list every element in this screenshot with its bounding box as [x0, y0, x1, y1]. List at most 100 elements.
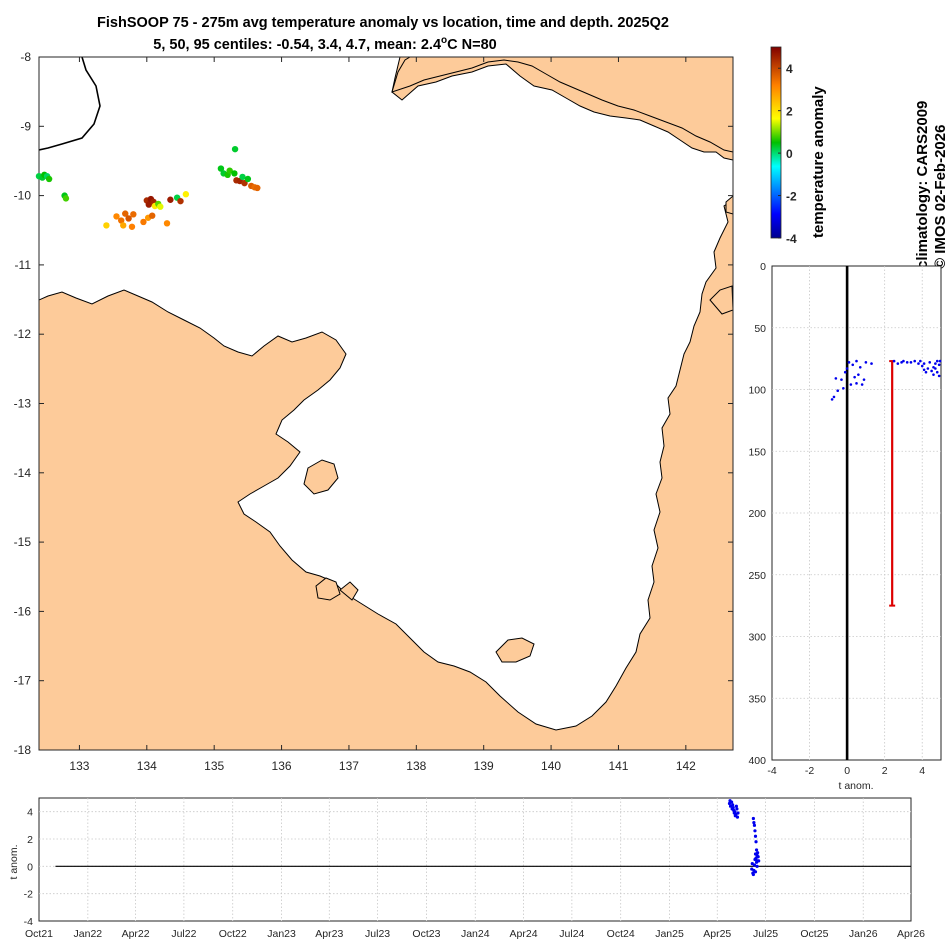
profile-grid	[772, 266, 941, 760]
depth-profile-panel: 0 50 100 150 200 250 300 350 400-4 -2 0 2 4 t anom.	[748, 261, 942, 792]
timeseries-x-tick-label: Jan26	[849, 928, 878, 940]
map-x-tick-label: 138	[406, 759, 426, 773]
map-x-tick-label: 136	[272, 759, 292, 773]
profile-point	[843, 370, 847, 374]
profile-point	[853, 375, 856, 379]
map-y-tick-label: -10	[14, 189, 32, 203]
timeseries-x-tick-label: Apr24	[510, 928, 538, 940]
figure-subtitle: 5, 50, 95 centiles: -0.54, 3.4, 4.7, mea…	[153, 35, 496, 53]
map-point	[122, 210, 129, 217]
profile-point	[928, 361, 932, 364]
profile-point	[870, 362, 873, 365]
map-y-tick-label: -17	[14, 674, 32, 688]
profile-y-tick-label: 400	[748, 755, 766, 767]
timeseries-x-tick-label: Apr23	[315, 928, 343, 940]
timeseries-x-tick-label: Jan25	[655, 928, 684, 940]
map-point	[231, 170, 238, 177]
profile-point	[900, 361, 903, 364]
profile-point	[851, 363, 855, 367]
profile-x-tick-label: -4	[767, 765, 776, 777]
colorbar-label: temperature anomaly	[810, 86, 827, 238]
profile-point	[932, 365, 935, 369]
map-point	[113, 213, 120, 220]
timeseries-data-points	[727, 799, 761, 877]
profile-point	[855, 359, 858, 363]
timeseries-point	[730, 800, 734, 804]
map-y-tick-label: -12	[14, 327, 32, 341]
profile-point	[934, 362, 937, 365]
timeseries-point	[754, 848, 759, 852]
map-point	[125, 215, 132, 222]
profile-point	[932, 373, 935, 376]
timeseries-point	[755, 864, 759, 868]
subtitle-degree: o	[441, 35, 447, 46]
timeseries-point	[751, 872, 755, 877]
map-point	[167, 196, 174, 203]
colorbar-tick-label: 0	[786, 147, 793, 161]
timeseries-point	[757, 859, 761, 863]
map-y-tick-label: -9	[20, 119, 31, 133]
timeseries-point	[756, 851, 760, 855]
timeseries-point	[753, 829, 757, 833]
colorbar-tick-label: -4	[786, 232, 797, 246]
map-data-points	[35, 145, 261, 230]
profile-x-tick-label: 2	[882, 765, 888, 777]
profile-point	[938, 359, 942, 363]
map-x-tick-label: 137	[339, 759, 359, 773]
profile-y-tick-label: 50	[754, 323, 766, 335]
timeseries-point	[734, 804, 738, 808]
timeseries-point	[736, 811, 740, 815]
map-y-tick-label: -16	[14, 604, 32, 618]
colorbar-tick-label: 2	[786, 105, 793, 119]
map-y-tick-label: -18	[14, 743, 32, 757]
colorbar-tick-label: 4	[786, 62, 793, 76]
map-x-axis: 133 134 135 136 137 138 139 140 141 142	[69, 57, 696, 773]
map-panel: 133 134 135 136 137 138 139 140 141 142 -8 -9 -10 -1…	[14, 50, 734, 773]
timeseries-x-tick-label: Jul25	[753, 928, 778, 940]
map-point	[157, 203, 164, 210]
map-x-tick-label: 135	[204, 759, 224, 773]
map-x-tick-label: 133	[69, 759, 89, 773]
map-point	[148, 212, 156, 219]
profile-point	[905, 361, 909, 364]
colorbar-ticks: -4 -2 0 2 4	[778, 62, 797, 246]
timeseries-x-tick-label: Jan24	[461, 928, 490, 940]
timeseries-x-tick-label: Jul24	[559, 928, 584, 940]
timeseries-point	[752, 821, 756, 825]
map-point	[244, 175, 252, 183]
profile-point	[892, 359, 896, 363]
map-point	[145, 201, 153, 208]
profile-x-tick-label: 0	[844, 765, 850, 777]
gulf-of-carpentaria-sea	[39, 57, 733, 731]
subtitle-unit-count: C N=80	[447, 37, 497, 53]
map-x-tick-label: 134	[137, 759, 157, 773]
colorbar: -4 -2 0 2 4 temperature anomaly	[770, 46, 827, 246]
map-point	[182, 191, 190, 198]
profile-y-tick-label: 250	[748, 570, 766, 582]
timeseries-x-tick-label: Jan23	[267, 928, 296, 940]
timeseries-x-tick-label: Apr26	[897, 928, 925, 940]
timeseries-x-tick-label: Oct23	[412, 928, 440, 940]
timeseries-y-tick-label: 4	[27, 807, 33, 819]
profile-y-tick-label: 200	[748, 508, 766, 520]
island-west-group	[315, 577, 359, 601]
profile-point	[937, 374, 941, 378]
profile-point	[922, 362, 926, 365]
timeseries-x-tick-label: Oct24	[607, 928, 635, 940]
map-y-tick-label: -8	[20, 50, 31, 64]
profile-point	[845, 367, 849, 370]
profile-point	[913, 359, 917, 363]
time-series-panel: Oct21 Jan22 Apr22 Jul22 Oct22 Jan23 Apr23 Jul23…	[8, 797, 926, 940]
timeseries-axes: Oct21 Jan22 Apr22 Jul22 Oct22 Jan23 Apr23 Jul23…	[24, 807, 926, 940]
profile-point	[917, 362, 920, 365]
timeseries-x-tick-label: Apr22	[122, 928, 150, 940]
map-x-tick-label: 142	[676, 759, 696, 773]
timeseries-x-tick-label: Oct21	[25, 928, 53, 940]
map-y-tick-label: -15	[14, 535, 32, 549]
profile-axes: 0 50 100 150 200 250 300 350 400-4 -2 0 2 4	[748, 261, 925, 777]
profile-point	[857, 373, 860, 376]
imos-credit: © IMOS 02-Feb-2026	[932, 125, 949, 269]
island-north-1	[725, 195, 733, 215]
map-x-tick-label: 139	[474, 759, 494, 773]
